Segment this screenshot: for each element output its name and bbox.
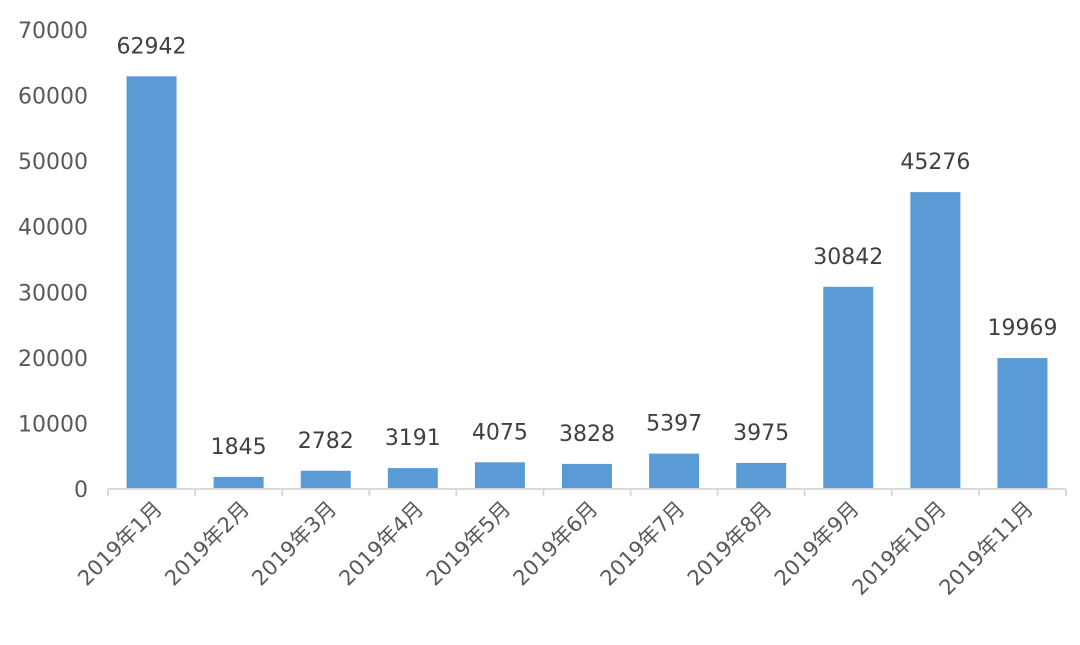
x-tick-label: 2019年7月 (596, 497, 690, 591)
y-tick-label: 20000 (18, 347, 88, 372)
x-tick-label: 2019年9月 (770, 497, 864, 591)
bar (300, 470, 351, 489)
data-label: 2782 (298, 429, 354, 454)
y-tick-label: 10000 (18, 412, 88, 437)
bar (736, 462, 787, 489)
y-tick-label: 40000 (18, 216, 88, 241)
x-tick-label: 2019年2月 (160, 497, 254, 591)
bars (126, 76, 1048, 490)
data-label: 3975 (733, 421, 789, 446)
bar (126, 76, 177, 490)
x-tick-label: 2019年3月 (247, 497, 341, 591)
data-labels: 62942 1845 2782 3191 4075 3828 5397 3975 30842 45… (117, 34, 1058, 460)
x-tick-label: 2019年4月 (334, 497, 428, 591)
x-tick-label: 2019年6月 (509, 497, 603, 591)
y-tick-label: 50000 (18, 150, 88, 175)
x-tick-label: 2019年11月 (935, 497, 1038, 600)
x-axis-ticks (107, 489, 1067, 496)
y-tick-label: 0 (74, 478, 88, 503)
y-tick-label: 70000 (18, 19, 88, 44)
data-label: 30842 (813, 245, 883, 270)
bar (910, 192, 961, 489)
x-tick-label: 2019年1月 (73, 497, 167, 591)
data-label: 3191 (385, 426, 441, 451)
bar (823, 286, 874, 489)
data-label: 1845 (211, 435, 267, 460)
data-label: 62942 (117, 34, 187, 59)
y-tick-label: 60000 (18, 85, 88, 110)
bar (649, 453, 700, 489)
bar (474, 462, 525, 489)
bar (562, 463, 612, 489)
data-label: 5397 (646, 412, 702, 437)
data-label: 3828 (559, 422, 615, 447)
y-axis: 0 10000 20000 30000 40000 50000 60000 70000 (18, 19, 88, 503)
x-axis-labels: 2019年1月2019年2月2019年3月2019年4月2019年5月2019年… (73, 497, 1038, 600)
x-tick-label: 2019年5月 (422, 497, 516, 591)
data-label: 4075 (472, 420, 528, 445)
bar (387, 468, 438, 489)
bar (213, 476, 264, 489)
x-tick-label: 2019年8月 (683, 497, 777, 591)
y-tick-label: 30000 (18, 281, 88, 306)
data-label: 19969 (987, 316, 1057, 341)
bar (997, 358, 1048, 489)
data-label: 45276 (900, 150, 970, 175)
